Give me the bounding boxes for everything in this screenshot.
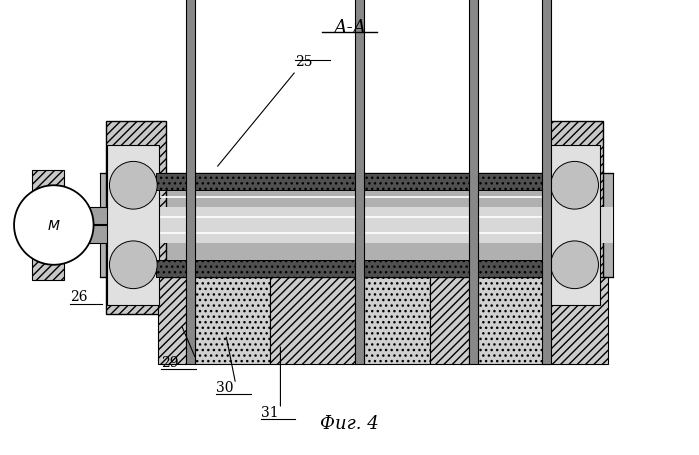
Bar — [549, 146, 600, 305]
Circle shape — [551, 162, 598, 210]
Text: 25: 25 — [217, 55, 313, 167]
Text: 26: 26 — [70, 289, 87, 303]
Bar — [32, 171, 64, 280]
Bar — [478, 277, 544, 364]
Bar — [271, 277, 355, 364]
Bar — [429, 277, 469, 364]
Circle shape — [110, 162, 157, 210]
Bar — [99, 207, 614, 243]
Bar — [364, 277, 429, 364]
Bar — [99, 174, 614, 277]
Bar — [186, 0, 195, 364]
Bar — [542, 0, 551, 364]
Bar — [156, 174, 549, 191]
Text: Фиг. 4: Фиг. 4 — [320, 414, 379, 432]
Circle shape — [110, 242, 157, 289]
Text: 29: 29 — [161, 355, 179, 369]
Text: 31: 31 — [261, 405, 278, 419]
Circle shape — [551, 242, 598, 289]
Bar — [106, 121, 166, 315]
Bar — [469, 0, 478, 364]
Bar — [544, 121, 603, 315]
Bar — [544, 277, 608, 364]
Bar — [195, 277, 271, 364]
Bar — [355, 0, 364, 364]
Bar — [158, 277, 186, 364]
Text: $M$: $M$ — [47, 218, 61, 233]
Bar — [62, 207, 108, 243]
Text: 30: 30 — [216, 380, 233, 394]
Bar — [156, 260, 549, 277]
Bar — [108, 146, 159, 305]
Circle shape — [14, 186, 94, 265]
Text: А-А: А-А — [333, 19, 366, 37]
